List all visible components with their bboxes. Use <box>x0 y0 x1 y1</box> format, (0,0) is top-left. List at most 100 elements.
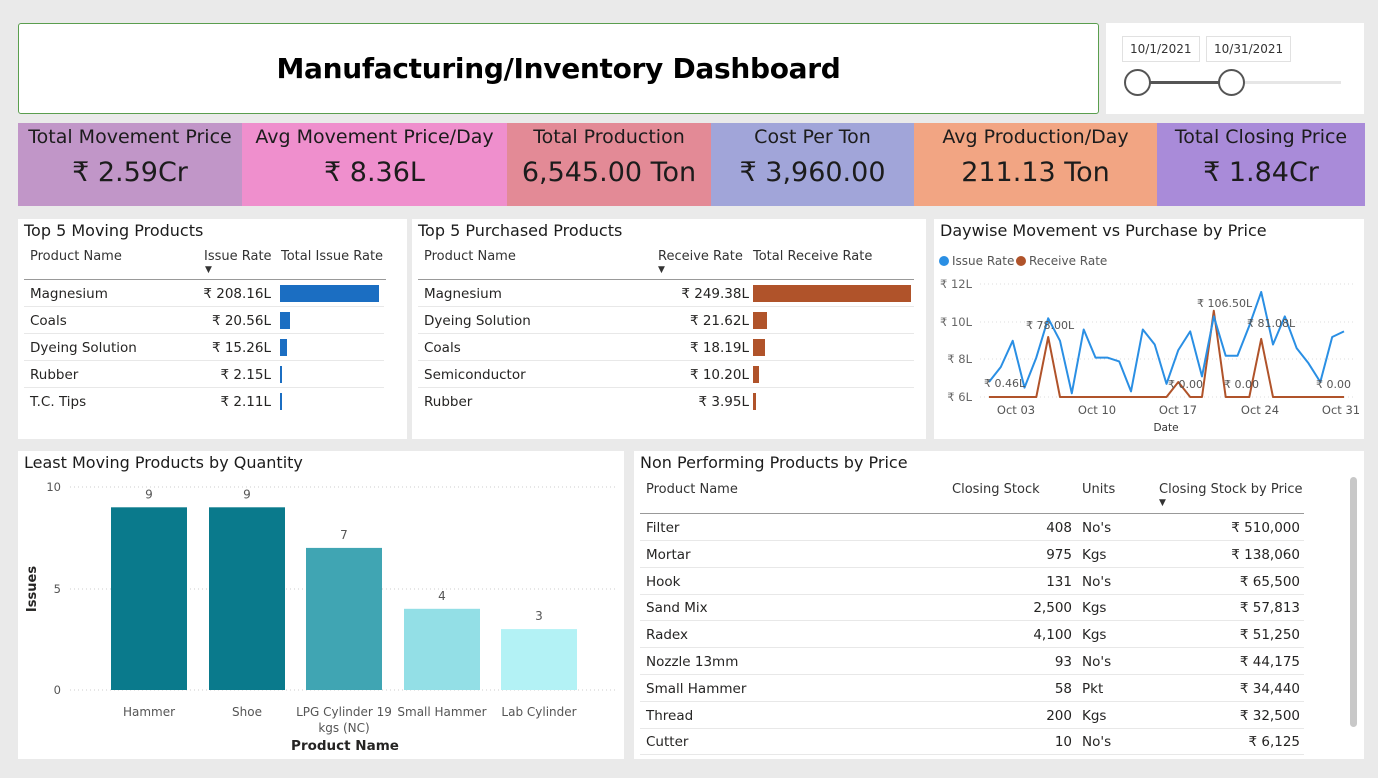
closing-stock-cell: 4,100 <box>1033 627 1072 644</box>
table-row[interactable]: Coals ₹ 20.56L <box>24 307 384 334</box>
bar[interactable] <box>306 547 382 690</box>
data-label: ₹ 106.50L <box>1197 297 1253 310</box>
table-row[interactable]: Cutter 10 No's ₹ 6,125 <box>640 728 1304 756</box>
x-tick-label: Oct 10 <box>1078 403 1116 417</box>
rate-cell: ₹ 208.16L <box>203 286 271 302</box>
start-date-input[interactable]: 10/1/2021 <box>1122 36 1200 62</box>
column-header-receive-rate[interactable]: Receive Rate <box>658 249 743 264</box>
panel-title: Least Moving Products by Quantity <box>24 453 303 472</box>
kpi-value: 211.13 Ton <box>961 157 1110 188</box>
bar[interactable] <box>209 507 285 690</box>
data-label: ₹ 0.46L <box>984 377 1026 390</box>
kpi-cost-per-ton: Cost Per Ton ₹ 3,960.00 <box>711 123 914 206</box>
kpi-label: Avg Production/Day <box>942 126 1129 148</box>
units-cell: Kgs <box>1082 546 1107 563</box>
data-bar <box>280 285 379 302</box>
closing-price-cell: ₹ 32,500 <box>1239 707 1300 724</box>
product-name-cell: Radex <box>646 627 688 644</box>
kpi-value: ₹ 8.36L <box>324 157 425 188</box>
product-name-cell: Rubber <box>30 367 79 383</box>
rate-cell: ₹ 18.19L <box>689 340 749 356</box>
table-row[interactable]: Dyeing Solution ₹ 21.62L <box>418 307 914 334</box>
data-bar <box>753 393 756 410</box>
column-header-total-receive-rate[interactable]: Total Receive Rate <box>753 249 873 264</box>
end-date-input[interactable]: 10/31/2021 <box>1206 36 1292 62</box>
data-bar <box>280 393 282 410</box>
legend-receive-rate-marker <box>1016 256 1026 266</box>
rate-cell: ₹ 2.15L <box>220 367 271 383</box>
table-row[interactable]: Mortar 975 Kgs ₹ 138,060 <box>640 541 1304 568</box>
rate-cell: ₹ 21.62L <box>689 313 749 329</box>
least-moving-bar-chart[interactable]: 10 5 0 9 Hammer 9 Shoe 7 LPG Cylinder 19 kgs (… <box>18 451 624 759</box>
column-header-product-name[interactable]: Product Name <box>424 249 516 264</box>
kpi-label: Cost Per Ton <box>754 126 871 148</box>
table-row[interactable]: Nozzle 13mm 93 No's ₹ 44,175 <box>640 648 1304 675</box>
bar[interactable] <box>501 629 577 690</box>
units-cell: Pkt <box>1082 680 1104 697</box>
bar[interactable] <box>111 507 187 690</box>
rate-cell: ₹ 249.38L <box>681 286 749 302</box>
data-bar <box>280 339 288 356</box>
table-row[interactable]: Magnesium ₹ 249.38L <box>418 280 914 307</box>
column-header-product-name[interactable]: Product Name <box>646 482 738 497</box>
product-name-cell: Nozzle 13mm <box>646 654 739 670</box>
rate-cell: ₹ 2.11L <box>220 394 271 410</box>
y-tick-label: ₹ 8L <box>947 352 972 366</box>
rate-cell: ₹ 20.56L <box>211 313 271 329</box>
kpi-label: Total Movement Price <box>28 126 232 148</box>
x-tick-label: Oct 17 <box>1159 403 1197 417</box>
product-name-cell: Magnesium <box>30 286 108 302</box>
receive-rate-line[interactable] <box>989 309 1344 398</box>
table-row[interactable]: Semiconductor ₹ 10.20L <box>418 361 914 388</box>
table-row[interactable]: Magnesium ₹ 208.16L <box>24 280 384 307</box>
header-divider <box>418 279 914 280</box>
closing-price-cell: ₹ 34,440 <box>1239 680 1300 697</box>
table-row[interactable]: Small Hammer 58 Pkt ₹ 34,440 <box>640 675 1304 702</box>
closing-stock-cell: 10 <box>1054 734 1072 751</box>
table-row[interactable]: T.C. Tips ₹ 2.11L <box>24 388 384 415</box>
table-row[interactable]: Hook 131 No's ₹ 65,500 <box>640 568 1304 595</box>
title-panel: Manufacturing/Inventory Dashboard <box>18 23 1099 114</box>
data-label: ₹ 81.08L <box>1247 317 1296 330</box>
table-row[interactable]: Coals ₹ 18.19L <box>418 334 914 361</box>
slider-end-handle[interactable] <box>1218 69 1245 96</box>
units-cell: Kgs <box>1082 600 1107 617</box>
daywise-line-chart[interactable]: Issue Rate Receive Rate ₹ 12L ₹ 10L ₹ 8L… <box>934 219 1364 439</box>
y-tick-label: 10 <box>46 480 61 494</box>
column-header-issue-rate[interactable]: Issue Rate <box>204 249 272 264</box>
page-title: Manufacturing/Inventory Dashboard <box>276 52 841 85</box>
y-tick-label: ₹ 10L <box>940 315 973 329</box>
table-row[interactable]: Filter 408 No's ₹ 510,000 <box>640 514 1304 541</box>
table-row[interactable]: Rubber ₹ 2.15L <box>24 361 384 388</box>
column-header-closing-stock-by-price[interactable]: Closing Stock by Price <box>1159 482 1303 497</box>
column-header-product-name[interactable]: Product Name <box>30 249 122 264</box>
legend-issue-rate-marker <box>939 256 949 266</box>
table-row[interactable]: Dyeing Solution ₹ 15.26L <box>24 334 384 361</box>
table-row[interactable]: Rubber ₹ 3.95L <box>418 388 914 415</box>
column-header-units[interactable]: Units <box>1082 482 1116 497</box>
table-row[interactable]: Thread 200 Kgs ₹ 32,500 <box>640 702 1304 729</box>
closing-stock-cell: 975 <box>1046 546 1072 563</box>
kpi-value: ₹ 1.84Cr <box>1203 157 1319 188</box>
bar-value-label: 4 <box>438 589 446 603</box>
issue-rate-line[interactable] <box>988 291 1345 395</box>
kpi-value: 6,545.00 Ton <box>521 157 697 188</box>
rate-cell: ₹ 10.20L <box>689 367 749 383</box>
vertical-scrollbar[interactable] <box>1350 477 1357 727</box>
units-cell: Kgs <box>1082 627 1107 644</box>
closing-stock-cell: 2,500 <box>1033 600 1072 617</box>
slider-start-handle[interactable] <box>1124 69 1151 96</box>
closing-price-cell: ₹ 510,000 <box>1231 520 1300 536</box>
x-tick-label: Oct 03 <box>997 403 1035 417</box>
column-header-total-issue-rate[interactable]: Total Issue Rate <box>281 249 384 264</box>
sort-desc-icon: ▼ <box>658 265 665 275</box>
product-name-cell: T.C. Tips <box>30 394 87 410</box>
date-range-slicer: 10/1/2021 10/31/2021 <box>1106 23 1364 114</box>
column-header-closing-stock[interactable]: Closing Stock <box>952 482 1040 497</box>
y-tick-label: 5 <box>54 582 61 596</box>
table-row[interactable]: Radex 4,100 Kgs ₹ 51,250 <box>640 621 1304 649</box>
bar[interactable] <box>404 608 480 690</box>
slider-range-fill <box>1138 81 1232 84</box>
closing-stock-cell: 408 <box>1046 520 1072 536</box>
table-row[interactable]: Sand Mix 2,500 Kgs ₹ 57,813 <box>640 594 1304 622</box>
